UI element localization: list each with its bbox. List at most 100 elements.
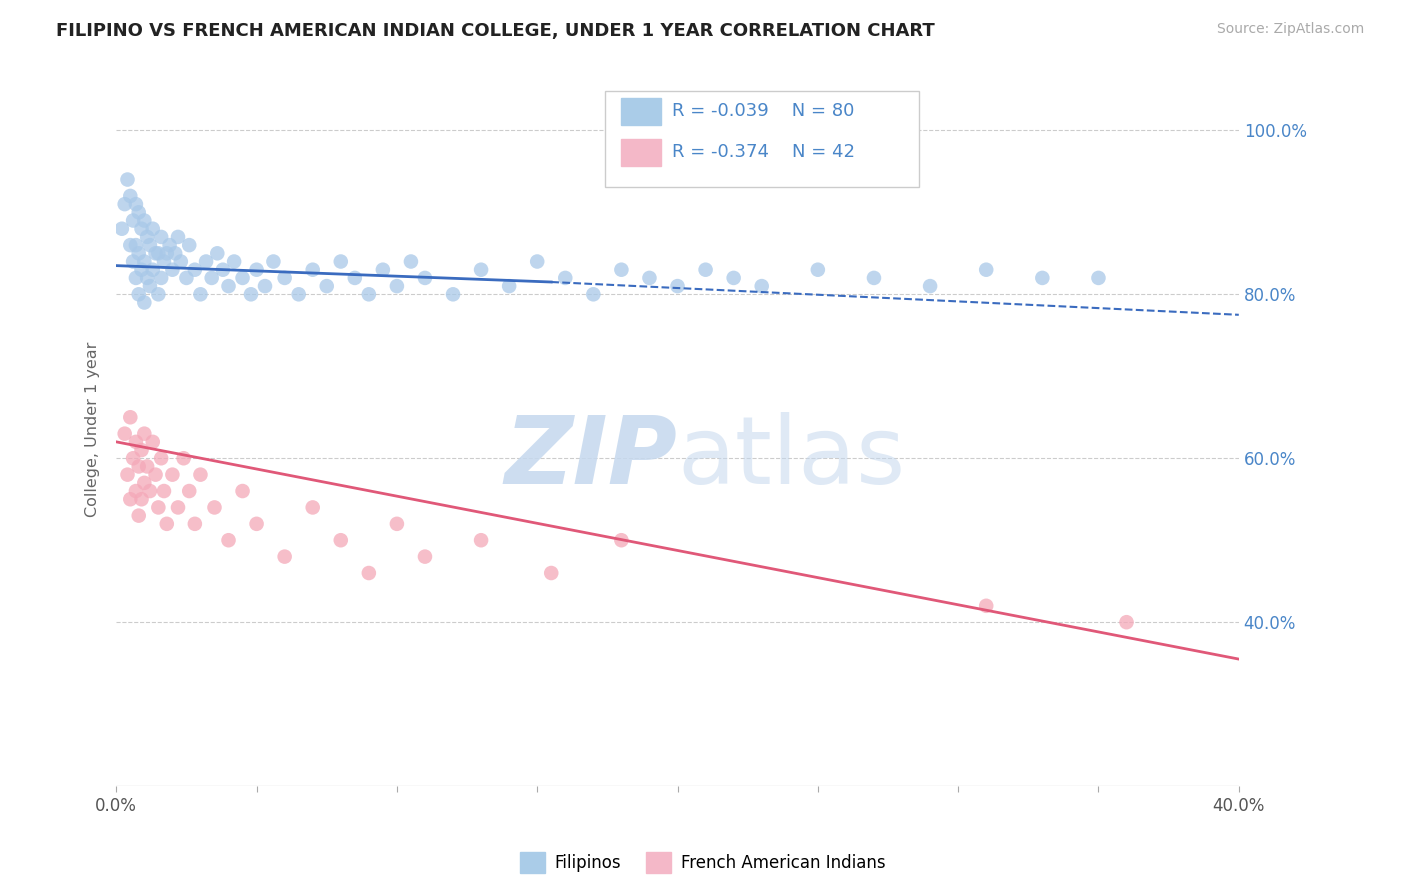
Point bbox=[125, 238, 148, 252]
Point bbox=[413, 549, 436, 564]
Point bbox=[232, 483, 254, 498]
Point bbox=[610, 262, 633, 277]
Point bbox=[1031, 271, 1053, 285]
Point bbox=[145, 246, 167, 260]
Point bbox=[195, 254, 218, 268]
Point bbox=[134, 295, 156, 310]
Point bbox=[301, 500, 323, 515]
Point bbox=[470, 533, 492, 548]
Point bbox=[179, 238, 201, 252]
Point bbox=[167, 500, 190, 515]
FancyBboxPatch shape bbox=[605, 91, 920, 187]
Point bbox=[245, 516, 267, 531]
Point bbox=[120, 410, 142, 425]
Point bbox=[150, 271, 173, 285]
Point bbox=[218, 533, 240, 548]
Point bbox=[638, 271, 661, 285]
Point bbox=[128, 508, 150, 523]
Bar bbox=[621, 138, 661, 166]
Point bbox=[136, 230, 159, 244]
Point bbox=[139, 238, 162, 252]
Point bbox=[156, 246, 179, 260]
Point bbox=[156, 516, 179, 531]
Point bbox=[131, 221, 153, 235]
Point bbox=[723, 271, 745, 285]
Point bbox=[134, 426, 156, 441]
Point bbox=[122, 254, 145, 268]
Point bbox=[974, 599, 997, 613]
Point bbox=[1087, 271, 1109, 285]
Point bbox=[498, 279, 520, 293]
Point bbox=[131, 492, 153, 507]
Point bbox=[131, 262, 153, 277]
Point bbox=[153, 254, 176, 268]
Point bbox=[179, 483, 201, 498]
Point bbox=[399, 254, 422, 268]
Point bbox=[142, 221, 165, 235]
Point bbox=[190, 287, 212, 301]
Point bbox=[470, 262, 492, 277]
Point bbox=[253, 279, 276, 293]
Point bbox=[526, 254, 548, 268]
Point bbox=[212, 262, 235, 277]
Point bbox=[357, 566, 380, 580]
Point bbox=[385, 279, 408, 293]
Point bbox=[136, 271, 159, 285]
Point bbox=[122, 451, 145, 466]
Point bbox=[1115, 615, 1137, 630]
Point bbox=[134, 213, 156, 227]
Text: Source: ZipAtlas.com: Source: ZipAtlas.com bbox=[1216, 22, 1364, 37]
Point bbox=[287, 287, 309, 301]
Point bbox=[162, 467, 184, 482]
Point bbox=[176, 271, 198, 285]
Point bbox=[128, 205, 150, 219]
Point bbox=[153, 483, 176, 498]
Point bbox=[117, 467, 139, 482]
Y-axis label: College, Under 1 year: College, Under 1 year bbox=[86, 342, 100, 517]
Point bbox=[184, 262, 207, 277]
Point bbox=[190, 467, 212, 482]
Point bbox=[540, 566, 562, 580]
Point bbox=[441, 287, 464, 301]
Point bbox=[148, 287, 170, 301]
Point bbox=[148, 246, 170, 260]
Point bbox=[201, 271, 224, 285]
Point bbox=[413, 271, 436, 285]
Point bbox=[554, 271, 576, 285]
Point bbox=[610, 533, 633, 548]
Point bbox=[371, 262, 394, 277]
Point bbox=[150, 230, 173, 244]
Point bbox=[262, 254, 284, 268]
Point bbox=[863, 271, 886, 285]
Point bbox=[173, 451, 195, 466]
Point bbox=[207, 246, 229, 260]
Point bbox=[751, 279, 773, 293]
Point bbox=[131, 443, 153, 458]
Point bbox=[807, 262, 830, 277]
Point bbox=[273, 271, 295, 285]
Point bbox=[128, 246, 150, 260]
Point bbox=[170, 254, 193, 268]
Point bbox=[125, 197, 148, 211]
Point bbox=[224, 254, 246, 268]
Point bbox=[167, 230, 190, 244]
Point bbox=[159, 238, 181, 252]
Point bbox=[240, 287, 263, 301]
Legend: Filipinos, French American Indians: Filipinos, French American Indians bbox=[513, 846, 893, 880]
Point bbox=[974, 262, 997, 277]
Point bbox=[136, 459, 159, 474]
Point bbox=[150, 451, 173, 466]
Point bbox=[125, 271, 148, 285]
Text: R = -0.039    N = 80: R = -0.039 N = 80 bbox=[672, 103, 855, 120]
Point bbox=[134, 254, 156, 268]
Point bbox=[120, 238, 142, 252]
Point bbox=[148, 500, 170, 515]
Point bbox=[125, 483, 148, 498]
Point bbox=[120, 492, 142, 507]
Point bbox=[165, 246, 187, 260]
Point bbox=[301, 262, 323, 277]
Point bbox=[273, 549, 295, 564]
Point bbox=[357, 287, 380, 301]
Bar bbox=[621, 98, 661, 125]
Point bbox=[329, 254, 352, 268]
